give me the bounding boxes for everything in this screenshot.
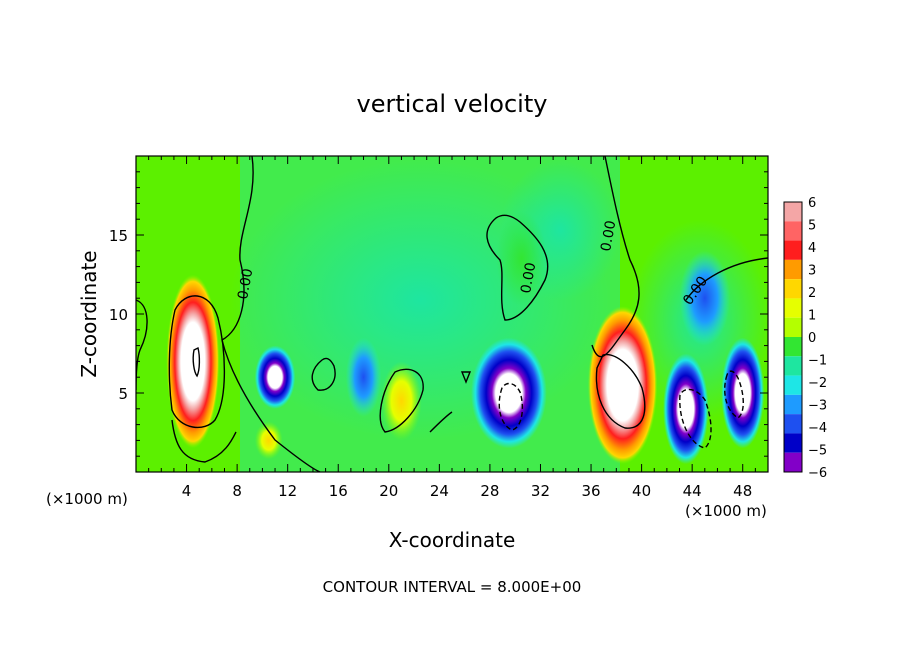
contour-label: 0.00 <box>518 261 539 294</box>
x-tick-label: 4 <box>182 482 192 500</box>
heatmap-cell <box>254 421 283 460</box>
colorbar-level-label: 4 <box>808 241 816 256</box>
colorbar-level-label: 5 <box>808 219 816 234</box>
colorbar-level-label: −4 <box>808 421 827 436</box>
heatmap-cell <box>345 337 382 417</box>
colorbar: 6 5 4 3 2 1 0 −1 −2 −3 −4 −5 −6 <box>783 196 827 481</box>
colorbar-swatch <box>784 414 802 434</box>
colorbar-swatch <box>784 202 802 222</box>
heatmap-cell <box>587 306 658 465</box>
contour-positive-line <box>595 354 646 429</box>
plot-area: 0.00 0.00 0.00 0.00 <box>136 156 768 472</box>
heatmap-cell <box>663 353 709 465</box>
colorbar-swatch <box>784 240 802 260</box>
chart-title: vertical velocity <box>357 90 548 118</box>
colorbar-frame <box>783 201 803 473</box>
x-tick-label: 48 <box>733 482 752 500</box>
contour-zero-line <box>460 371 472 384</box>
x-tick-label: 8 <box>232 482 242 500</box>
colorbar-swatch <box>784 433 802 453</box>
y-axis-label: Z-coordinate <box>77 250 101 377</box>
y-tick-label: 5 <box>118 385 128 403</box>
contour-zero-line <box>486 214 549 321</box>
x-tick-label: 16 <box>329 482 348 500</box>
colorbar-swatch <box>784 259 802 280</box>
x-axis-label: X-coordinate <box>389 528 516 552</box>
contour-positive-line <box>168 295 226 429</box>
colorbar-level-label: −5 <box>808 444 827 459</box>
colorbar-swatch <box>784 279 802 299</box>
colorbar-level-label: −3 <box>808 399 827 414</box>
x-axis: 4 8 12 16 20 24 28 32 36 40 44 48 <box>148 156 756 500</box>
contour-zero-line <box>379 368 424 433</box>
contour-zero-line <box>685 257 768 301</box>
contour-zero-line <box>429 411 453 433</box>
x-unit-label-right: (×1000 m) <box>685 502 767 520</box>
contour-negative-line <box>724 370 744 419</box>
colorbar-swatch <box>784 375 802 395</box>
x-tick-label: 44 <box>683 482 702 500</box>
heatmap-cell <box>381 361 422 441</box>
contour-lines <box>136 156 768 472</box>
heatmap-cell <box>470 337 547 449</box>
contour-zero-line <box>311 357 336 391</box>
colorbar-level-label: 1 <box>808 309 816 324</box>
colorbar-swatch <box>784 317 802 337</box>
contour-negative-line <box>498 382 524 431</box>
contour-positive-line <box>192 346 201 378</box>
colorbar-swatch <box>784 298 802 318</box>
heatmap-cell <box>679 250 731 346</box>
x-tick-label: 40 <box>632 482 651 500</box>
y-tick-label: 10 <box>109 306 128 324</box>
y-tick-label: 15 <box>109 227 128 245</box>
colorbar-level-label: 2 <box>808 286 816 301</box>
colorbar-level-label: −2 <box>808 376 827 391</box>
colorbar-swatch <box>784 337 802 357</box>
y-axis: 5 10 15 <box>109 171 768 457</box>
contour-labels: 0.00 0.00 0.00 0.00 <box>235 219 711 308</box>
x-unit-label-left: (×1000 m) <box>46 490 128 508</box>
colorbar-level-label: 6 <box>808 196 816 211</box>
colorbar-swatch <box>784 221 802 241</box>
x-tick-label: 36 <box>581 482 600 500</box>
colorbar-level-label: 3 <box>808 264 816 279</box>
colorbar-swatch <box>784 452 802 472</box>
x-tick-label: 20 <box>379 482 398 500</box>
contour-label: 0.00 <box>235 267 256 300</box>
colorbar-swatch <box>784 394 802 415</box>
colorbar-level-label: 0 <box>808 331 816 346</box>
x-tick-label: 24 <box>430 482 449 500</box>
contour-negative-line <box>679 388 712 449</box>
contour-interval-note: CONTOUR INTERVAL = 8.000E+00 <box>323 578 582 596</box>
contour-zero-line <box>591 156 640 358</box>
heatmap-cell <box>254 345 296 409</box>
x-tick-label: 28 <box>480 482 499 500</box>
colorbar-swatch <box>784 356 802 376</box>
colorbar-level-label: −1 <box>808 354 827 369</box>
colorbar-level-label: −6 <box>808 466 827 481</box>
contour-label: 0.00 <box>598 219 619 252</box>
x-tick-label: 12 <box>278 482 297 500</box>
x-tick-label: 32 <box>531 482 550 500</box>
contour-zero-line <box>171 419 237 463</box>
